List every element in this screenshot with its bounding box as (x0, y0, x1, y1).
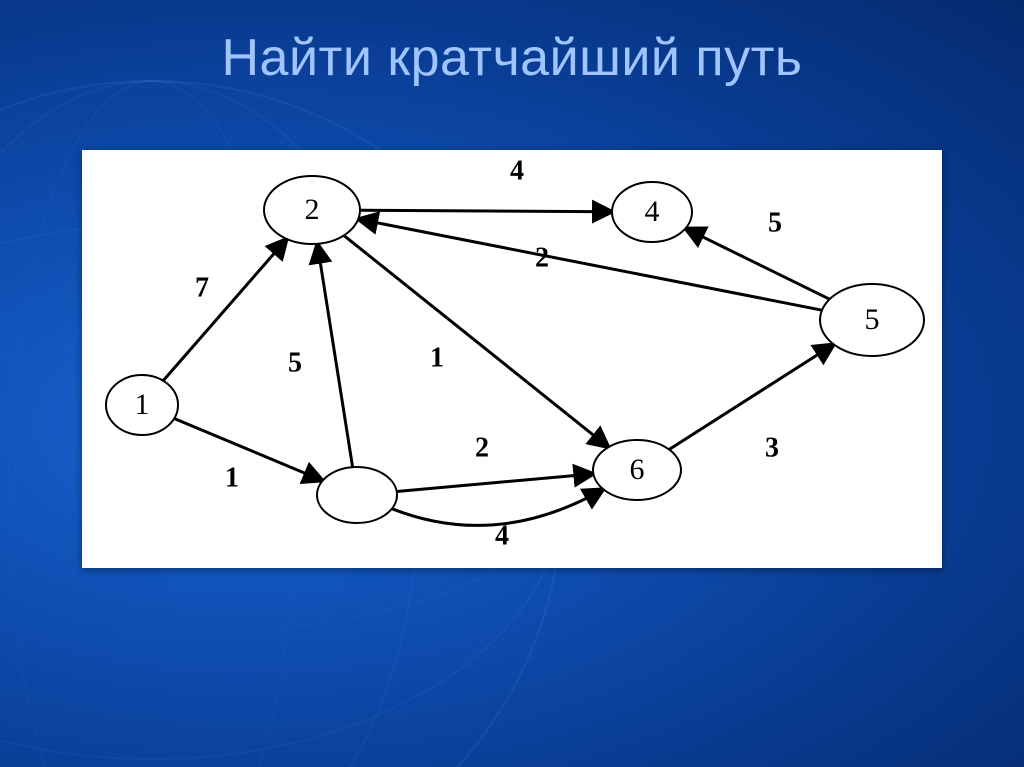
edge-weight: 1 (430, 342, 444, 373)
edge-weight: 5 (288, 347, 302, 378)
node-label: 2 (305, 193, 320, 226)
edge-weight: 7 (195, 272, 209, 303)
slide-title: Найти кратчайший путь (0, 28, 1024, 88)
node-label: 1 (135, 388, 150, 421)
edge (360, 210, 612, 211)
edge-weight: 2 (475, 432, 489, 463)
edge-weight: 2 (535, 242, 549, 273)
edge (317, 244, 352, 467)
node-label: 5 (865, 303, 880, 336)
node-label: 6 (630, 453, 645, 486)
edge (174, 418, 323, 480)
edges-layer (163, 210, 834, 525)
slide: Найти кратчайший путь 1 2 4 5 6 7 1 5 4 2 5 1 2 4 3 (0, 0, 1024, 767)
edge-weight: 1 (225, 462, 239, 493)
graph-svg: 1 2 4 5 6 7 1 5 4 2 5 1 2 4 3 (82, 150, 942, 568)
edge (163, 239, 287, 381)
edge-weight: 4 (510, 155, 524, 186)
edge-weight: 5 (768, 207, 782, 238)
edge (358, 219, 822, 310)
edge-weight: 4 (495, 520, 509, 551)
edge-weight: 3 (765, 432, 779, 463)
graph-node (317, 467, 397, 523)
node-label: 4 (645, 195, 660, 228)
edge (397, 474, 594, 492)
edge (669, 344, 834, 449)
graph-panel: 1 2 4 5 6 7 1 5 4 2 5 1 2 4 3 (82, 150, 942, 568)
edge (344, 235, 609, 447)
